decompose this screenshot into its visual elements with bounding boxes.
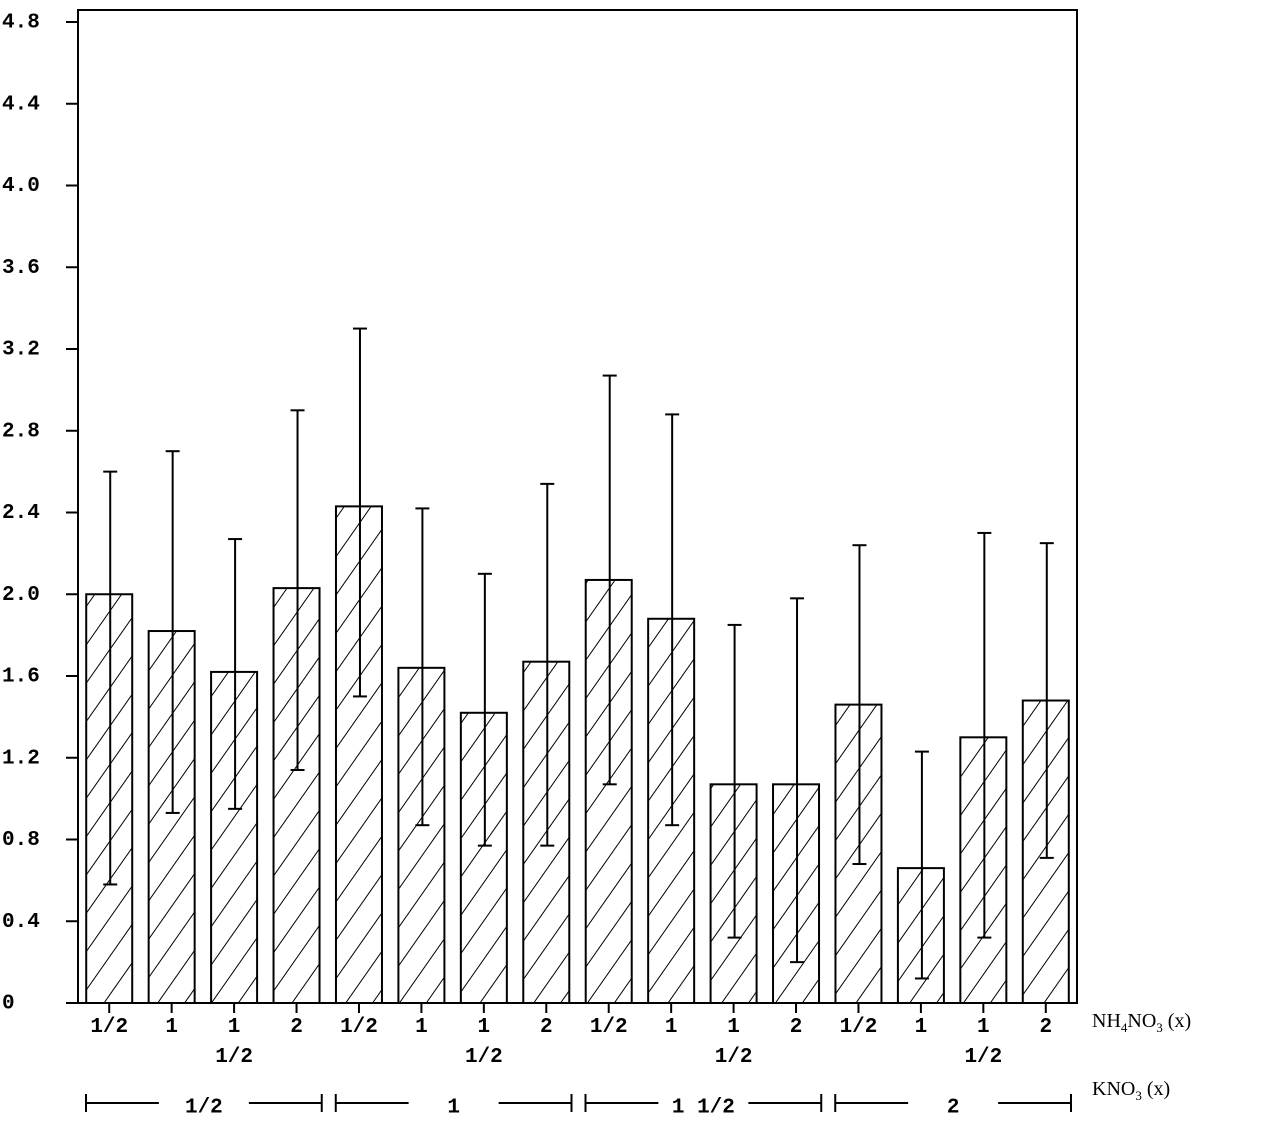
x-tick-label-box: 1 1/2: [453, 1013, 515, 1083]
y-tick-label: 1.6: [2, 666, 40, 689]
y-tick-label: 4.4: [2, 93, 40, 116]
x-tick-label-box: 1: [390, 1013, 452, 1083]
error-bar-upper: [603, 376, 617, 580]
error-bar-upper: [1040, 543, 1054, 700]
x-tick-label: 2: [265, 1013, 327, 1043]
x-tick-label-box: 1/2: [78, 1013, 140, 1083]
x-tick-label: 1: [890, 1013, 952, 1043]
x-tick-label: 1/2: [578, 1013, 640, 1043]
group-label: 2: [947, 1097, 960, 1120]
group-axis-label: KNO3 (x): [1092, 1078, 1267, 1104]
x-tick-label-box: 1: [640, 1013, 702, 1083]
error-bar-upper: [166, 451, 180, 631]
y-tick-label: 2.8: [2, 420, 40, 443]
y-tick-label: 2.0: [2, 584, 40, 607]
y-tick-label: 0.8: [2, 829, 40, 852]
x-tick-label: 2: [1015, 1013, 1077, 1043]
x-tick-label: 1 1/2: [702, 1013, 764, 1073]
x-tick-label-box: 1: [890, 1013, 952, 1083]
y-tick-label: 4.8: [2, 12, 40, 35]
x-tick-label-box: 1 1/2: [952, 1013, 1014, 1083]
error-bar-upper: [103, 472, 117, 595]
x-tick-label-box: 2: [265, 1013, 327, 1083]
x-tick-label-box: 1 1/2: [702, 1013, 764, 1083]
y-tick-label: 3.6: [2, 257, 40, 280]
group-label: 1/2: [185, 1097, 223, 1120]
x-tick-label: 1: [140, 1013, 202, 1043]
x-tick-label-box: 1/2: [578, 1013, 640, 1083]
y-tick-label: 0: [2, 993, 15, 1016]
x-axis-label-box: NH4NO3 (x): [1092, 1010, 1267, 1050]
error-bar-upper: [540, 484, 554, 662]
x-tick-label-box: 1/2: [827, 1013, 889, 1083]
y-tick-label: 3.2: [2, 339, 40, 362]
x-tick-label: 1: [390, 1013, 452, 1043]
y-tick-label: 4.0: [2, 175, 40, 198]
x-tick-label-box: 2: [765, 1013, 827, 1083]
x-tick-label: 2: [515, 1013, 577, 1043]
error-bar-upper: [228, 539, 242, 672]
group-label: 1 1/2: [672, 1097, 735, 1120]
x-tick-label-box: 2: [515, 1013, 577, 1083]
x-tick-label: 1 1/2: [453, 1013, 515, 1073]
x-tick-label: 1/2: [328, 1013, 390, 1043]
x-tick-label: 1: [640, 1013, 702, 1043]
error-bar-upper: [852, 545, 866, 704]
x-tick-label-box: 2: [1015, 1013, 1077, 1083]
x-tick-label: 1/2: [78, 1013, 140, 1043]
error-bar-upper: [291, 410, 305, 588]
y-tick-label: 2.4: [2, 502, 40, 525]
error-bar-upper: [915, 752, 929, 868]
x-tick-label-box: 1 1/2: [203, 1013, 265, 1083]
y-tick-label: 0.4: [2, 911, 40, 934]
error-bar-upper: [665, 414, 679, 618]
x-tick-label: 1 1/2: [952, 1013, 1014, 1073]
error-bar-upper: [415, 508, 429, 667]
x-tick-label: 1 1/2: [203, 1013, 265, 1073]
error-bar-upper: [790, 598, 804, 784]
error-bar-upper: [977, 533, 991, 737]
x-tick-label: 1/2: [827, 1013, 889, 1043]
y-tick-label: 1.2: [2, 747, 40, 770]
x-tick-label-box: 1/2: [328, 1013, 390, 1083]
error-bar-upper: [353, 329, 367, 507]
group-axis-label-box: KNO3 (x): [1092, 1078, 1267, 1118]
error-bar-upper: [478, 574, 492, 713]
chart: 0 0.4 0.8 1.2 1.6 2.0 2.4 2.8 3.2 3.6 4.0 4.4 4.8 1/2…: [0, 0, 1270, 1128]
x-tick-label: 2: [765, 1013, 827, 1043]
x-tick-label-box: 1: [140, 1013, 202, 1083]
x-axis-label: NH4NO3 (x): [1092, 1010, 1267, 1036]
page: 0 0.4 0.8 1.2 1.6 2.0 2.4 2.8 3.2 3.6 4.0 4.4 4.8 1/2…: [0, 0, 1270, 1128]
error-bar-upper: [728, 625, 742, 784]
group-label: 1: [447, 1097, 460, 1120]
